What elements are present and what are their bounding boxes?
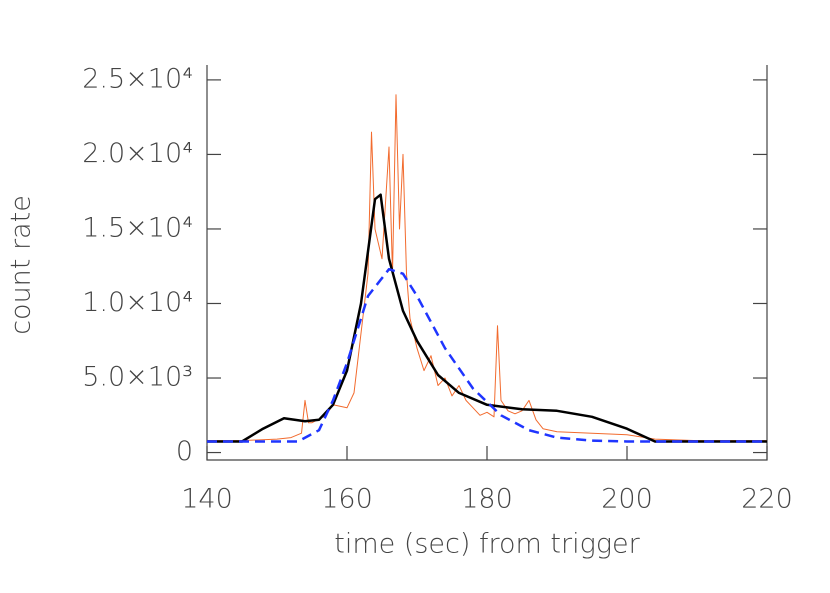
y-tick-label: 2.0×10⁴ bbox=[82, 138, 193, 169]
x-tick-label: 220 bbox=[741, 484, 793, 515]
series-line bbox=[207, 193, 767, 443]
y-tick-label: 1.5×10⁴ bbox=[82, 212, 193, 243]
series-line bbox=[207, 267, 767, 443]
x-tick-label: 200 bbox=[601, 484, 653, 515]
y-axis-label: count rate bbox=[6, 195, 37, 335]
y-tick-label: 0 bbox=[176, 436, 193, 467]
x-axis-label: time (sec) from trigger bbox=[334, 529, 640, 560]
x-tick-label: 160 bbox=[321, 484, 373, 515]
series-line bbox=[207, 94, 767, 442]
axis-frame bbox=[206, 65, 768, 461]
x-tick-label: 180 bbox=[461, 484, 513, 515]
y-tick-label: 1.0×10⁴ bbox=[82, 287, 193, 318]
y-tick-label: 2.5×10⁴ bbox=[82, 63, 193, 94]
y-tick-label: 5.0×10³ bbox=[82, 362, 193, 393]
x-tick-label: 140 bbox=[181, 484, 233, 515]
